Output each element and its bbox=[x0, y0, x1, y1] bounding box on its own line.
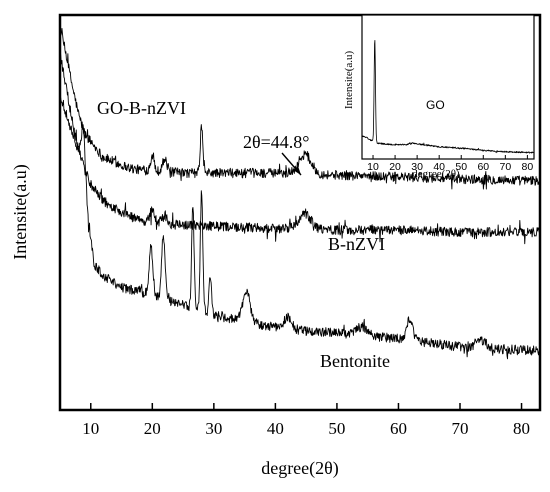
series-label-go-b-nzvi: GO-B-nZVI bbox=[97, 98, 186, 118]
main-x-tick-label-30: 30 bbox=[205, 419, 222, 438]
series-label-bentonite: Bentonite bbox=[320, 351, 390, 371]
main-series-line-bentonite bbox=[59, 96, 541, 360]
series-label-b-nzvi: B-nZVI bbox=[328, 234, 385, 254]
peak-annotation-label: 2θ=44.8° bbox=[243, 132, 309, 152]
inset-x-tick-label-20: 20 bbox=[389, 161, 401, 173]
inset-x-tick-label-40: 40 bbox=[433, 161, 445, 173]
main-x-tick-label-80: 80 bbox=[513, 419, 530, 438]
inset-series-group bbox=[361, 40, 535, 154]
inset-x-axis-title: degree(2θ) bbox=[412, 168, 460, 180]
main-series-line-go-b-nzvi bbox=[59, 27, 541, 190]
inset-x-tick-label-80: 80 bbox=[522, 161, 534, 173]
main-series-line-b-nzvi bbox=[59, 52, 541, 245]
main-series-group bbox=[59, 27, 541, 360]
y-axis-title: Intensite(a.u) bbox=[10, 164, 31, 259]
inset-x-ticks: 10 20 30 40 50 60 70 80 bbox=[367, 155, 533, 173]
inset-frame bbox=[361, 14, 535, 160]
inset-x-tick-label-30: 30 bbox=[411, 161, 423, 173]
main-x-tick-label-50: 50 bbox=[328, 419, 345, 438]
x-axis-title: degree(2θ) bbox=[261, 458, 339, 479]
inset-y-axis-title: Intensite(a.u) bbox=[343, 50, 355, 109]
main-x-tick-label-60: 60 bbox=[390, 419, 407, 438]
main-x-tick-label-40: 40 bbox=[267, 419, 284, 438]
plot-frame bbox=[58, 13, 542, 412]
inset-series-line-go bbox=[361, 40, 535, 154]
main-x-ticks: 10 20 30 40 50 60 70 80 bbox=[82, 403, 530, 438]
inset-x-tick-label-70: 70 bbox=[499, 161, 511, 173]
inset-chart: 10 20 30 40 50 60 70 80 GO degree(2θ) Intensite… bbox=[343, 14, 535, 180]
inset-x-tick-label-60: 60 bbox=[477, 161, 489, 173]
main-x-tick-label-10: 10 bbox=[82, 419, 99, 438]
inset-x-tick-label-50: 50 bbox=[455, 161, 467, 173]
inset-x-tick-label-10: 10 bbox=[367, 161, 379, 173]
inset-series-label-go: GO bbox=[426, 98, 445, 112]
main-x-tick-label-20: 20 bbox=[144, 419, 161, 438]
peak-annotation-arrow-head bbox=[293, 166, 301, 175]
main-x-tick-label-70: 70 bbox=[452, 419, 469, 438]
